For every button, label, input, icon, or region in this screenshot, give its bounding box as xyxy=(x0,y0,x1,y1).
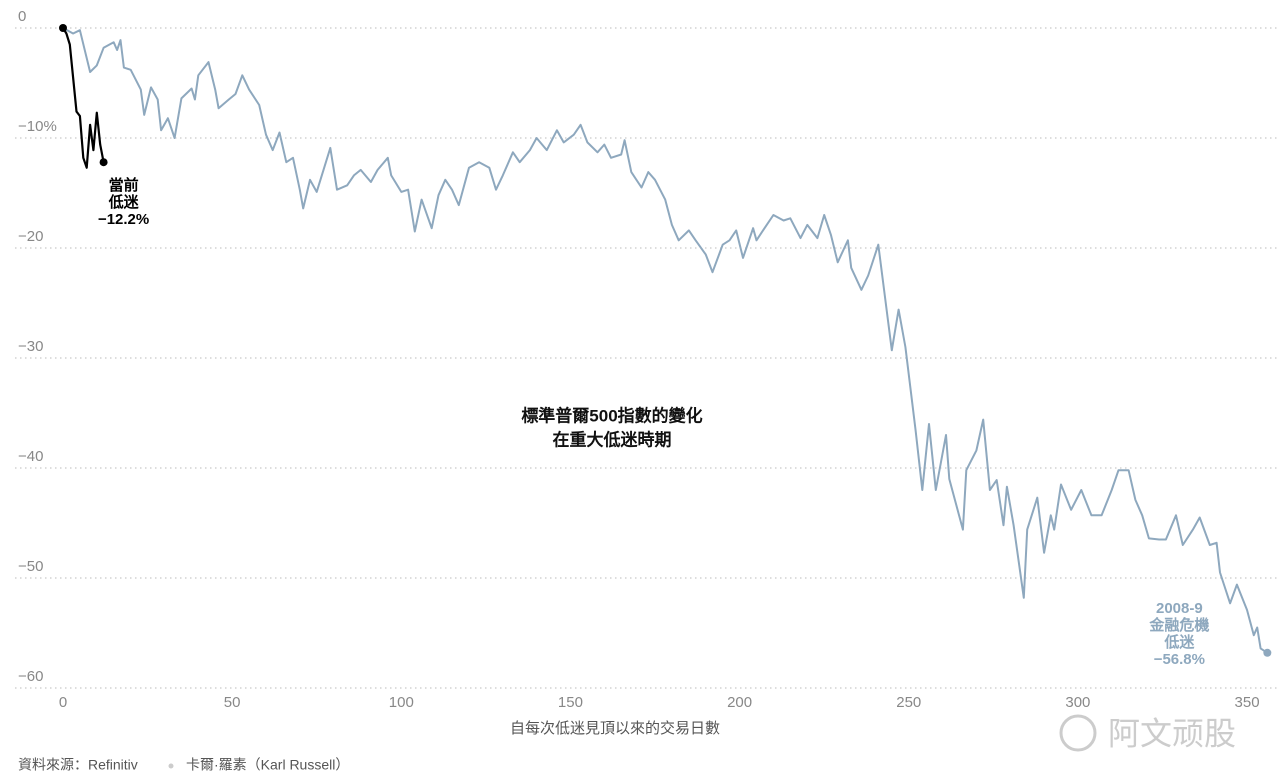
end-point xyxy=(1263,648,1272,657)
start-point xyxy=(59,24,67,32)
annotation: 2008-9 xyxy=(1156,600,1203,617)
end-point xyxy=(99,158,108,167)
y-tick-label: −10% xyxy=(18,118,57,135)
watermark-icon xyxy=(1059,714,1097,752)
y-tick-label: −40 xyxy=(18,448,43,465)
annotation: 低迷 xyxy=(108,193,140,211)
annotation: −56.8% xyxy=(1154,651,1205,668)
annotation: 金融危機 xyxy=(1148,616,1209,634)
x-tick-label: 200 xyxy=(727,694,752,711)
annotation: 低迷 xyxy=(1163,633,1195,651)
y-tick-label: −20 xyxy=(18,228,43,245)
y-tick-label: −60 xyxy=(18,668,43,685)
credit: 卡爾·羅素（Karl Russell） xyxy=(186,757,349,773)
series-line xyxy=(62,27,105,169)
chart-title: 標準普爾500指數的變化 xyxy=(521,405,702,425)
x-tick-label: 250 xyxy=(896,694,921,711)
x-tick-label: 150 xyxy=(558,694,583,711)
source: 資料來源：Refinitiv xyxy=(18,757,138,773)
x-axis-label: 自每次低迷見頂以來的交易日數 xyxy=(510,719,720,737)
chart-title: 在重大低迷時期 xyxy=(553,429,672,449)
y-tick-label: −30 xyxy=(18,338,43,355)
x-tick-label: 100 xyxy=(389,694,414,711)
series-line xyxy=(62,27,1268,654)
watermark: 阿文顽股 xyxy=(1108,715,1236,751)
separator xyxy=(168,763,174,769)
y-tick-label: 0 xyxy=(18,8,26,25)
x-tick-label: 0 xyxy=(59,694,67,711)
annotation: 當前 xyxy=(109,176,139,194)
x-tick-label: 300 xyxy=(1065,694,1090,711)
x-tick-label: 350 xyxy=(1235,694,1260,711)
y-tick-label: −50 xyxy=(18,558,43,575)
x-tick-label: 50 xyxy=(224,694,241,711)
annotation: −12.2% xyxy=(98,211,149,228)
